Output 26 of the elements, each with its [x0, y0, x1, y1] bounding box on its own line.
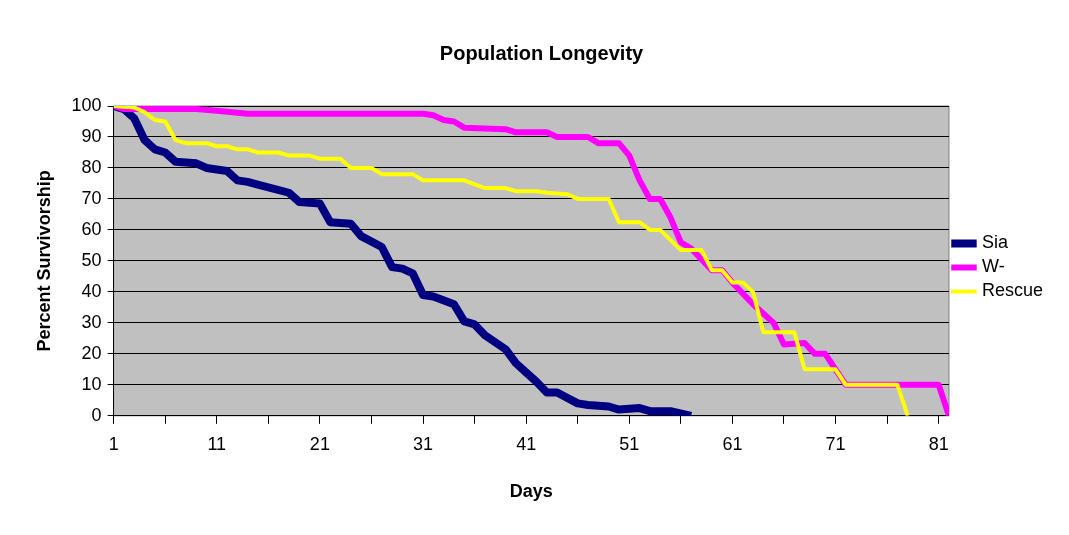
- y-tick-label: 20: [81, 342, 102, 363]
- y-tick-label: 70: [81, 187, 102, 208]
- y-tick-label: 30: [81, 311, 102, 332]
- x-tick-label: 11: [207, 433, 227, 454]
- x-tick-label: 21: [309, 433, 330, 454]
- y-tick-label: 90: [81, 125, 102, 146]
- legend-label: Sia: [981, 232, 1009, 253]
- y-axis-title: Percent Survivorship: [33, 170, 54, 352]
- chart-title: Population Longevity: [439, 41, 645, 64]
- x-tick-label: 81: [928, 433, 949, 454]
- y-tick-label: 60: [81, 218, 102, 239]
- x-tick-label: 1: [108, 433, 119, 454]
- x-tick-label: 71: [825, 433, 846, 454]
- x-tick-label: 31: [413, 433, 434, 454]
- legend-label: W-: [981, 256, 1005, 277]
- legend-label: Rescue: [981, 280, 1043, 301]
- x-tick-label: 51: [619, 433, 640, 454]
- x-axis-title: Days: [509, 481, 553, 502]
- y-tick-label: 80: [81, 156, 102, 177]
- y-tick-label: 50: [81, 249, 102, 270]
- y-tick-label: 100: [71, 94, 102, 115]
- x-tick-label: 41: [516, 433, 537, 454]
- x-tick-label: 61: [722, 433, 743, 454]
- y-tick-label: 10: [81, 373, 102, 394]
- y-tick-label: 0: [91, 404, 102, 425]
- y-tick-label: 40: [81, 280, 102, 301]
